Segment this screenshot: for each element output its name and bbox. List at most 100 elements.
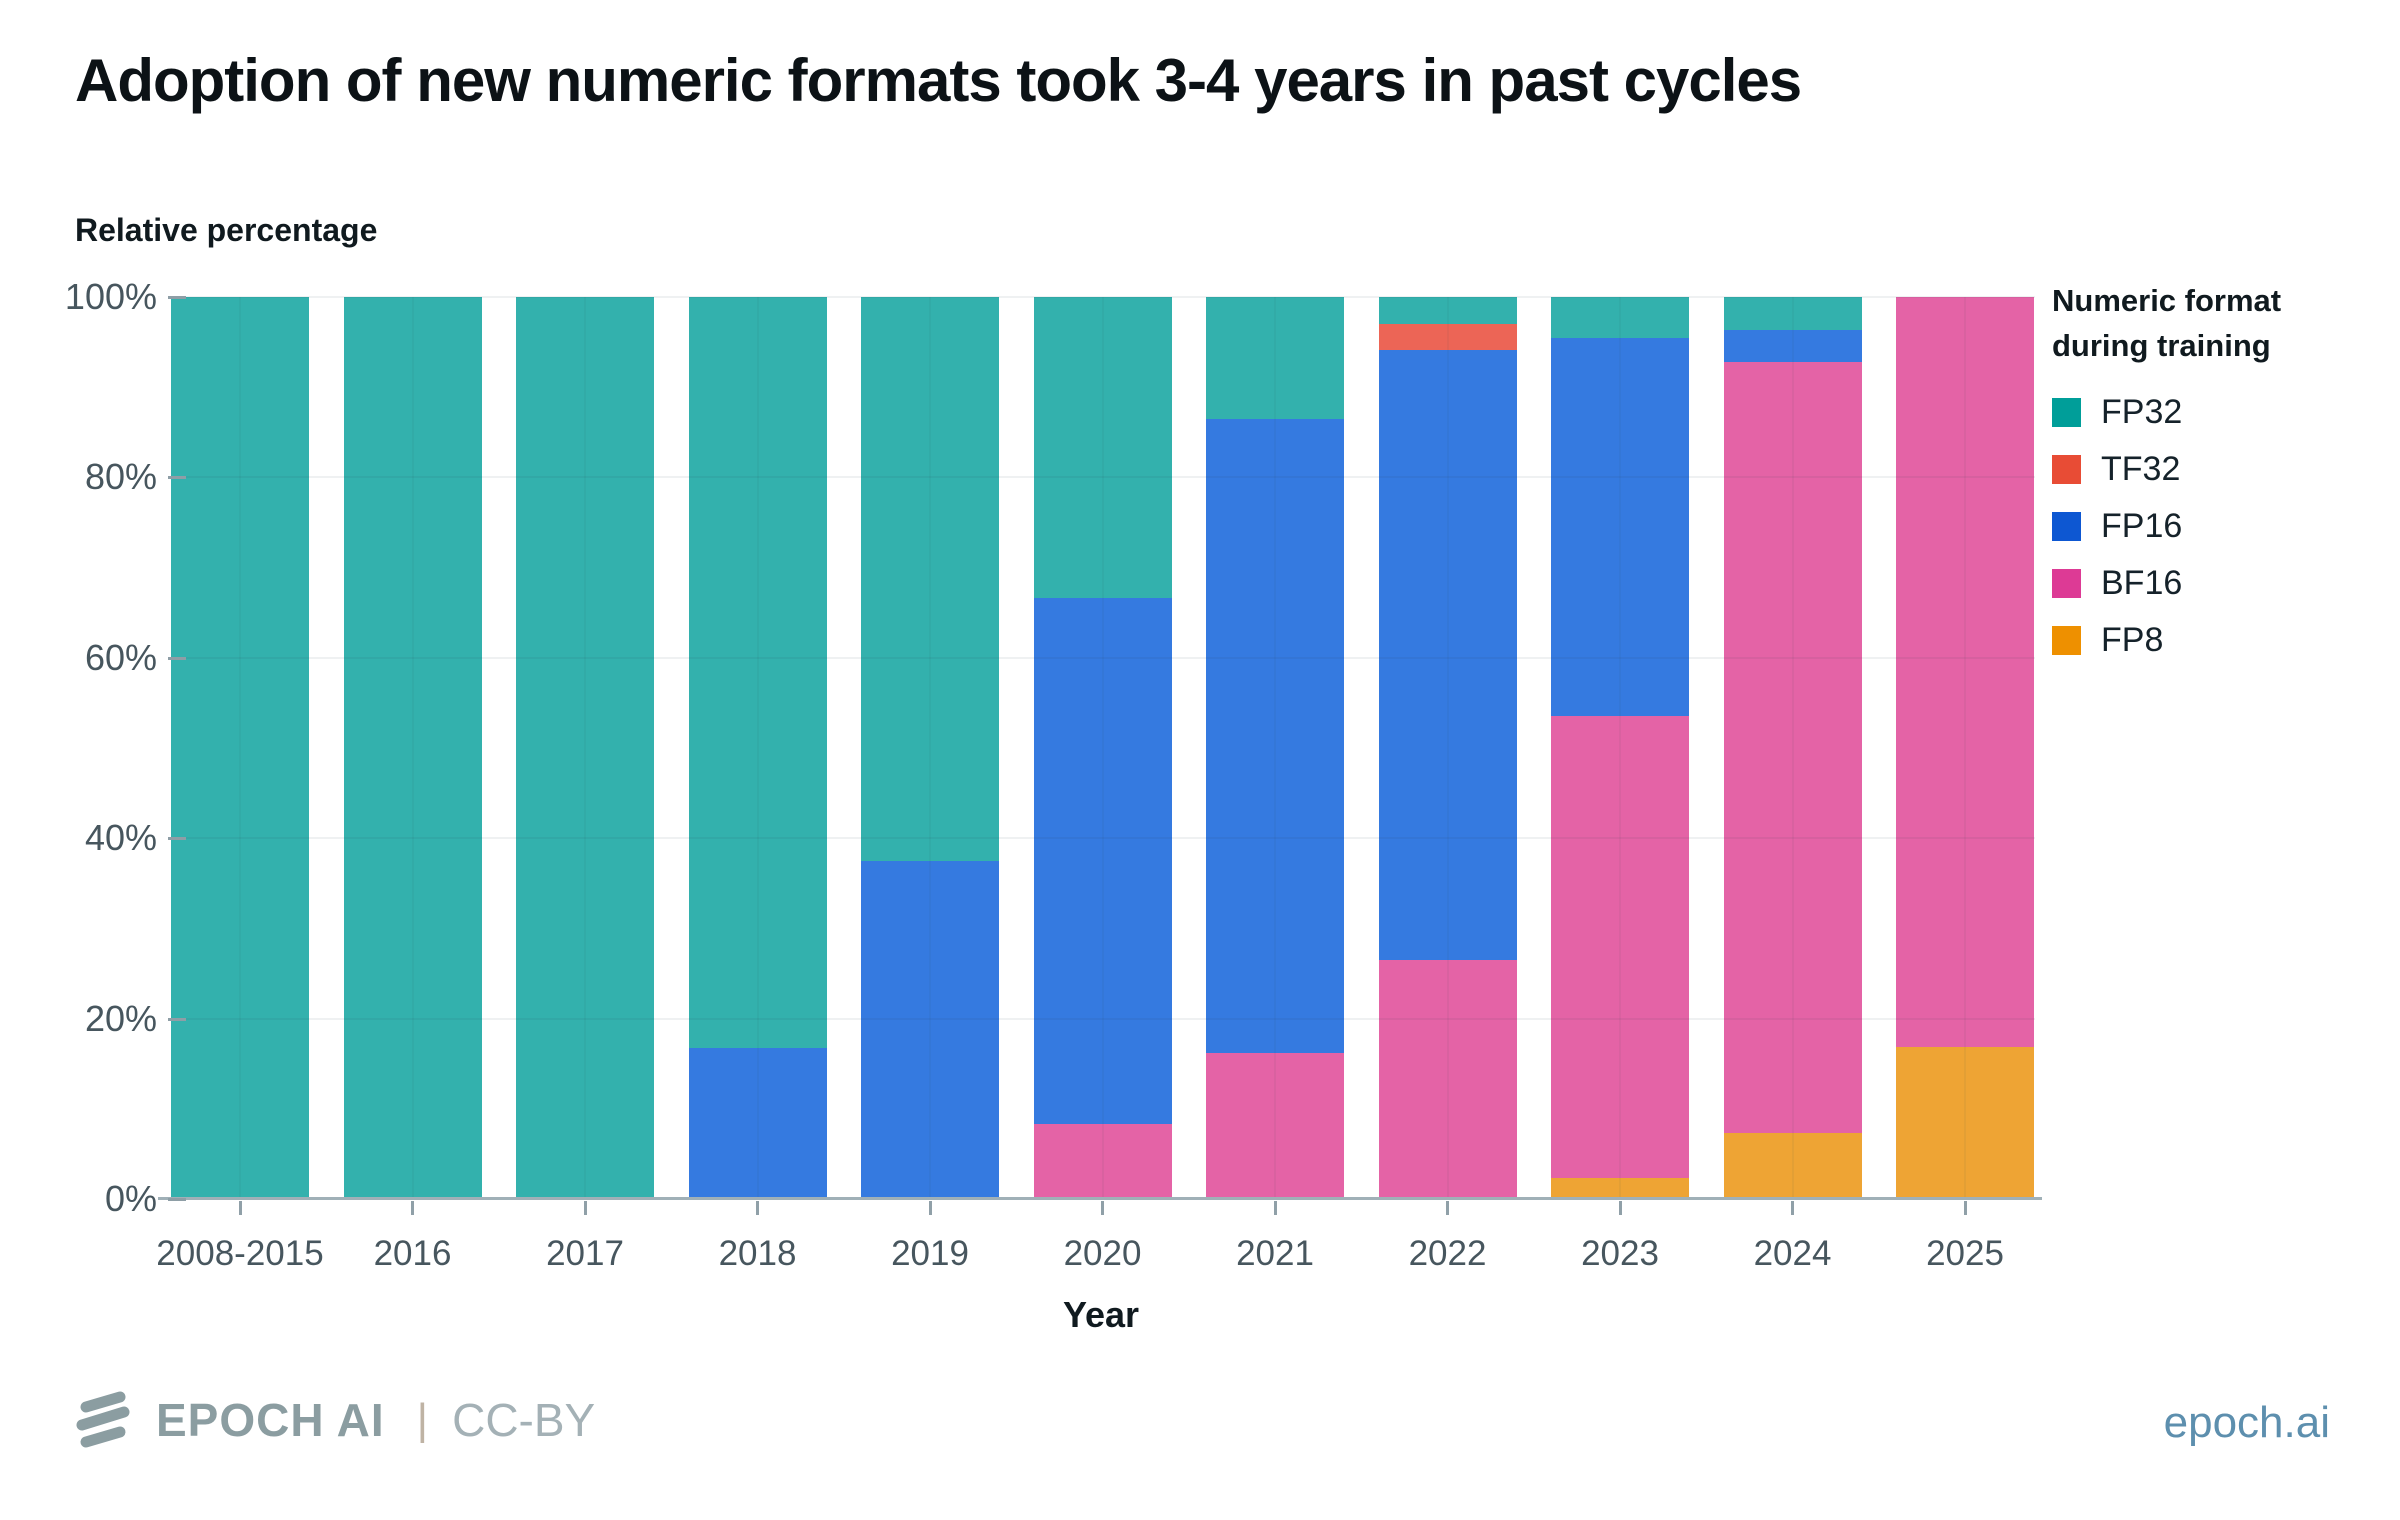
- y-tick-label-40: 40%: [84, 817, 157, 859]
- legend-items: FP32 TF32 FP16 BF16 FP8: [2052, 384, 2392, 669]
- y-tick-40: [168, 837, 186, 841]
- gridline-100: [168, 296, 2035, 298]
- x-tick-label-2024: 2024: [1753, 1234, 1832, 1273]
- bar-segment-2008-2015-FP32: [171, 297, 309, 1199]
- gridline-40: [168, 837, 2035, 840]
- bar-segment-2022-FP16: [1378, 350, 1517, 960]
- vgridline-2008-2015: [239, 297, 241, 1199]
- bar-segment-2023-FP32: [1551, 297, 1689, 338]
- bar-segment-2024-BF16: [1723, 361, 1862, 1134]
- license-badge: CC-BY: [452, 1394, 596, 1446]
- x-tick-2023: [1618, 1201, 1622, 1215]
- x-tick-2016: [411, 1201, 414, 1215]
- bar-segment-2025-BF16: [1896, 297, 2034, 1047]
- bar-segment-2019-FP32: [861, 297, 999, 861]
- bar-segment-2020-FP32: [1033, 297, 1172, 599]
- y-tick-label-20: 20%: [84, 997, 157, 1039]
- x-axis-title: Year: [1062, 1294, 1140, 1335]
- vgridline-2024: [1791, 297, 1794, 1199]
- y-tick-100: [168, 296, 186, 299]
- x-tick-2024: [1791, 1201, 1794, 1215]
- vgridline-2016: [411, 297, 414, 1199]
- bar-segment-2022-BF16: [1378, 959, 1517, 1199]
- legend-swatch-FP8: [2052, 626, 2081, 655]
- bar-segment-2016-FP32: [343, 297, 482, 1199]
- y-tick-20: [168, 1017, 186, 1021]
- y-tick-60: [168, 656, 186, 660]
- legend-swatch-TF32: [2052, 455, 2081, 484]
- y-tick-label-100: 100%: [64, 276, 157, 317]
- footer: EPOCH AI | CC-BY: [72, 1390, 595, 1450]
- y-tick-80: [168, 476, 186, 480]
- x-tick-label-2022: 2022: [1408, 1234, 1487, 1273]
- legend-label-BF16: BF16: [2101, 564, 2183, 602]
- bar-segment-2023-FP8: [1551, 1178, 1689, 1199]
- bar-segment-2024-FP16: [1723, 330, 1862, 362]
- bar-segment-2023-BF16: [1551, 716, 1689, 1179]
- bar-segment-2021-FP16: [1206, 418, 1344, 1053]
- x-tick-label-2023: 2023: [1581, 1234, 1659, 1273]
- x-axis-line: [158, 1197, 2042, 1200]
- x-tick-label-2025: 2025: [1926, 1234, 2004, 1273]
- bar-segment-2017-FP32: [516, 297, 654, 1199]
- x-tick-2022: [1446, 1201, 1449, 1215]
- footer-separator: |: [416, 1395, 429, 1444]
- legend-swatch-FP32: [2052, 398, 2081, 427]
- legend-swatch-BF16: [2052, 569, 2081, 598]
- bar-segment-2020-BF16: [1033, 1124, 1172, 1199]
- y-tick-label-80: 80%: [84, 456, 157, 498]
- x-tick-2020: [1101, 1201, 1104, 1215]
- x-tick-label-2021: 2021: [1236, 1234, 1314, 1273]
- bar-segment-2019-FP16: [861, 860, 999, 1199]
- brand-name: EPOCH AI: [156, 1394, 385, 1446]
- gridline-60: [168, 656, 2035, 659]
- x-tick-2021: [1273, 1201, 1277, 1215]
- legend-item-FP32: FP32: [2052, 384, 2392, 441]
- epoch-ai-logo-icon: [76, 1391, 130, 1448]
- legend-label-FP8: FP8: [2101, 621, 2164, 659]
- legend-title-line-2: during training: [2052, 328, 2271, 363]
- gridline-80: [168, 476, 2035, 479]
- x-tick-label-2016: 2016: [373, 1234, 452, 1273]
- vgridline-2020: [1101, 297, 1104, 1199]
- bar-segment-2021-FP32: [1206, 297, 1344, 419]
- legend-title-line-1: Numeric format: [2052, 283, 2282, 318]
- x-tick-2019: [928, 1201, 932, 1215]
- x-tick-label-2019: 2019: [891, 1234, 969, 1273]
- bar-segment-2023-FP16: [1551, 337, 1689, 717]
- bar-segment-2018-FP32: [688, 297, 827, 1049]
- legend-item-TF32: TF32: [2052, 441, 2392, 498]
- legend-label-FP16: FP16: [2101, 507, 2183, 545]
- chart-title: Adoption of new numeric formats took 3-4…: [75, 47, 1802, 114]
- vgridline-2019: [929, 297, 931, 1199]
- x-tick-2025: [1963, 1201, 1967, 1215]
- vgridline-2022: [1446, 297, 1449, 1199]
- bar-segment-2018-FP16: [688, 1048, 827, 1199]
- legend-title: Numeric format during training: [2052, 278, 2392, 368]
- x-tick-2017: [583, 1201, 587, 1215]
- bar-segment-2020-FP16: [1033, 598, 1172, 1125]
- bar-segment-2021-BF16: [1206, 1052, 1344, 1199]
- x-tick-2008-2015: [238, 1201, 242, 1215]
- vgridline-2017: [584, 297, 586, 1199]
- x-tick-label-2008-2015: 2008-2015: [156, 1234, 324, 1273]
- site-link[interactable]: epoch.ai: [2163, 1398, 2330, 1447]
- legend-swatch-FP16: [2052, 512, 2081, 541]
- vgridline-2021: [1274, 297, 1276, 1199]
- legend-item-FP16: FP16: [2052, 498, 2392, 555]
- x-tick-2018: [756, 1201, 759, 1215]
- bar-segment-2024-FP32: [1723, 297, 1862, 331]
- vgridline-2023: [1619, 297, 1621, 1199]
- legend-item-BF16: BF16: [2052, 555, 2392, 612]
- bar-segment-2025-FP8: [1896, 1046, 2034, 1199]
- x-tick-label-2018: 2018: [718, 1234, 797, 1273]
- bar-segment-2024-FP8: [1723, 1133, 1862, 1199]
- y-tick-0: [168, 1198, 186, 1201]
- y-axis-title: Relative percentage: [75, 212, 378, 248]
- gridline-20: [168, 1017, 2035, 1020]
- bar-segment-2022-FP32: [1378, 297, 1517, 325]
- vgridline-2018: [756, 297, 759, 1199]
- bar-segment-2022-TF32: [1378, 324, 1517, 351]
- x-tick-label-2020: 2020: [1063, 1234, 1142, 1273]
- y-tick-label-60: 60%: [84, 636, 157, 678]
